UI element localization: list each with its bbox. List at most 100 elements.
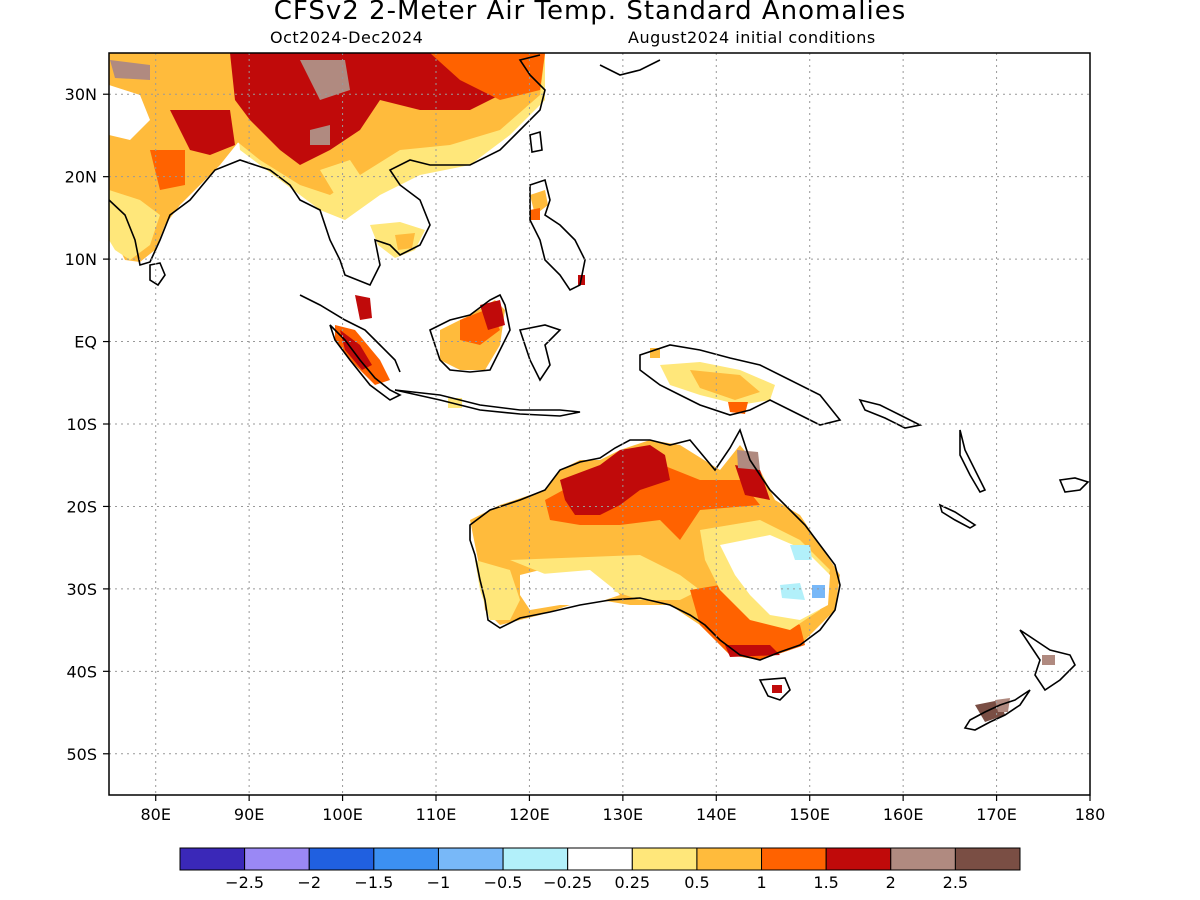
shade-china-brown2 (110, 60, 150, 80)
coast-sulawesi (518, 324, 562, 382)
coast-australia (469, 428, 841, 661)
coast-vanuatu (959, 429, 987, 493)
coast-fiji (1058, 477, 1090, 493)
shade-india-light (109, 190, 160, 260)
shade-sumatra-red (340, 330, 372, 370)
lon-tick-label: 120E (509, 805, 550, 824)
shade-philippines2 (530, 208, 540, 220)
coastlines (109, 54, 1090, 731)
colorbar-swatch (567, 847, 633, 871)
colorbar-label: −2.5 (225, 873, 265, 892)
shade-tasmania (772, 685, 782, 693)
anomaly-fields (109, 53, 1055, 722)
lat-tick-label: 30S (66, 580, 97, 599)
coast-asia (109, 54, 546, 287)
lon-tick-label: 170E (976, 805, 1017, 824)
lat-tick-label: 20S (66, 497, 97, 516)
colorbar-swatch (437, 847, 504, 871)
coast-newguinea (639, 344, 842, 426)
shade-aus-lightblue2 (780, 583, 805, 600)
shade-aus-light2 (510, 555, 700, 600)
colorbar-swatch (631, 847, 698, 871)
lon-tick-label: 160E (883, 805, 924, 824)
lat-tick-label: 40S (66, 662, 97, 681)
shade-india-white (109, 85, 150, 140)
coast-borneo (429, 293, 511, 373)
initial-conditions: August2024 initial conditions (628, 28, 876, 47)
lon-tick-label: 130E (603, 805, 644, 824)
colorbar-swatch (696, 847, 763, 871)
colorbar-swatch (502, 847, 569, 871)
lat-tick-label: 20N (65, 168, 97, 187)
colorbar-label: −1.5 (354, 873, 394, 892)
lon-tick-label: 90E (234, 805, 264, 824)
coast-nz-north (1019, 629, 1076, 692)
lat-tick-label: 50S (66, 745, 97, 764)
shade-png-orange (690, 370, 760, 400)
lat-tick-label: 30N (65, 85, 97, 104)
colorbar-label: −0.25 (543, 873, 593, 892)
colorbar-label: −1 (426, 873, 451, 892)
lon-tick-label: 140E (696, 805, 737, 824)
shade-nz-north (1042, 655, 1055, 665)
chart-title: CFSv2 2-Meter Air Temp. Standard Anomali… (273, 0, 907, 26)
colorbar-swatch (179, 847, 246, 871)
shade-sea-3 (320, 160, 360, 195)
axis-tick-labels: 80E 90E 100E 110E 120E 130E 140E 150E 160E 170E 18… (65, 85, 1106, 824)
colorbar-label: 1 (756, 873, 767, 892)
coast-sumatra (329, 324, 402, 401)
shade-borneo-red (480, 300, 505, 330)
gridlines (109, 53, 1090, 795)
coast-tasmania (758, 677, 791, 701)
shade-china-brown (300, 60, 350, 100)
colorbar-label: 2 (885, 873, 896, 892)
coast-nz-south (963, 689, 1031, 731)
colorbar-label: −0.5 (483, 873, 523, 892)
colorbar-swatch (954, 847, 1021, 871)
coast-newcaledonia (938, 503, 977, 529)
colorbar-label: −2 (297, 873, 322, 892)
shade-aus-red2 (735, 465, 770, 500)
lon-tick-label: 100E (322, 805, 363, 824)
colorbar-label: 0.25 (614, 873, 651, 892)
shade-aus-white2 (530, 570, 615, 605)
lon-tick-label: 80E (140, 805, 170, 824)
shade-malaysia (355, 295, 372, 320)
coast-japan (599, 59, 661, 76)
coast-taiwan (529, 130, 543, 153)
colorbar-swatch (825, 847, 892, 871)
coast-srilanka (149, 262, 166, 287)
colorbar-label: 1.5 (813, 873, 839, 892)
colorbar-swatch (890, 847, 956, 871)
colorbar-swatch (373, 847, 439, 871)
colorbar-label: 2.5 (942, 873, 969, 892)
shade-china-brown3 (310, 125, 330, 145)
shade-india-red (170, 110, 235, 155)
lon-tick-label: 150E (789, 805, 830, 824)
shade-aus-blue (812, 585, 825, 598)
colorbar-swatch (761, 847, 827, 871)
colorbar-swatch (244, 847, 310, 871)
colorbar (179, 847, 1021, 871)
axis-ticks (103, 93, 1091, 801)
lon-tick-label: 110E (416, 805, 457, 824)
colorbar-swatch (308, 847, 375, 871)
coast-philippines (529, 178, 586, 292)
colorbar-label: 0.5 (684, 873, 710, 892)
lon-tick-label: 180 (1075, 805, 1106, 824)
shade-china-red (230, 53, 500, 165)
shade-philippines (530, 190, 548, 215)
shade-aus-lightblue (790, 545, 812, 560)
lat-tick-label: EQ (74, 333, 97, 352)
forecast-period: Oct2024-Dec2024 (270, 28, 424, 47)
lat-tick-label: 10N (65, 250, 97, 269)
shade-india-orange (150, 150, 185, 190)
lat-tick-label: 10S (66, 415, 97, 434)
shade-sea-2 (395, 233, 415, 250)
coast-java (394, 389, 581, 417)
shade-aus-se-orange (690, 585, 805, 660)
shade-aus-red (560, 445, 670, 515)
map-frame (108, 52, 1091, 796)
coast-solomons (858, 398, 923, 429)
